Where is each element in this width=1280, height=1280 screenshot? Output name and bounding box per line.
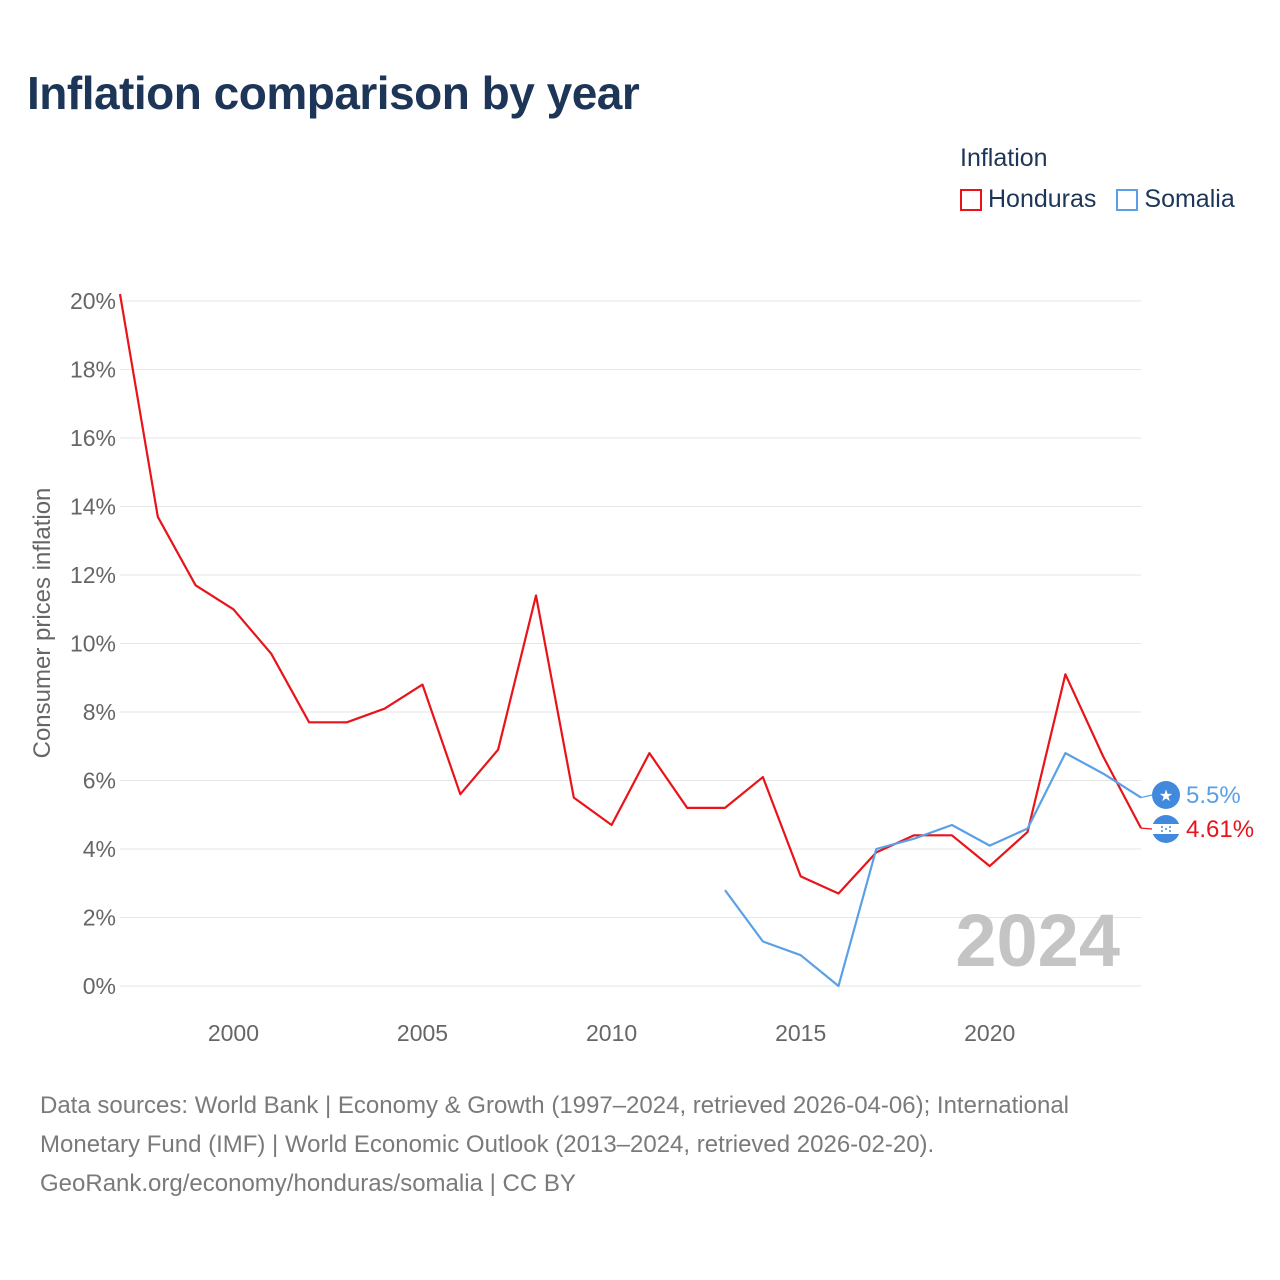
y-tick-label: 10% xyxy=(70,631,116,657)
series-line-somalia xyxy=(724,751,1142,988)
footer-credit: GeoRank.org/economy/honduras/somalia | C… xyxy=(40,1170,576,1197)
series-lines xyxy=(118,293,1142,988)
y-tick-label: 4% xyxy=(83,836,116,862)
y-tick-label: 20% xyxy=(70,288,116,314)
x-tick-label: 2005 xyxy=(397,1020,448,1046)
end-markers: ★ 5.5% 4.61% xyxy=(1140,781,1254,843)
page-title: Inflation comparison by year xyxy=(27,67,640,119)
x-tick-label: 2000 xyxy=(208,1020,259,1046)
legend-label-somalia: Somalia xyxy=(1144,185,1235,213)
legend-item-honduras[interactable]: Honduras xyxy=(960,185,1096,214)
x-tick-label: 2015 xyxy=(775,1020,826,1046)
y-tick-label: 0% xyxy=(83,973,116,999)
x-tick-label: 2020 xyxy=(964,1020,1015,1046)
gridlines xyxy=(120,300,1141,987)
end-label-honduras: 4.61% xyxy=(1186,816,1254,843)
x-axis-ticks: 2000 2005 2010 2015 2020 xyxy=(208,1020,1015,1046)
x-tick-label: 2010 xyxy=(586,1020,637,1046)
y-axis-ticks: 0% 2% 4% 6% 8% 10% 12% 14% 16% 18% 20% xyxy=(70,288,116,999)
honduras-flag-icon xyxy=(1152,815,1180,843)
legend-title: Inflation xyxy=(960,144,1048,172)
y-tick-label: 16% xyxy=(70,425,116,451)
y-axis-label: Consumer prices inflation xyxy=(29,488,56,759)
year-watermark: 2024 xyxy=(955,899,1120,982)
footer-sources: Data sources: World Bank | Economy & Gro… xyxy=(40,1092,1070,1119)
series-line-honduras xyxy=(118,293,1142,895)
legend-swatch-somalia xyxy=(1116,188,1139,211)
flag-star-dot xyxy=(1169,826,1171,828)
y-tick-label: 14% xyxy=(70,494,116,520)
legend-swatch-honduras xyxy=(960,188,982,211)
somalia-flag-icon: ★ xyxy=(1152,781,1180,809)
end-connector-honduras xyxy=(1140,827,1153,830)
end-connector-somalia xyxy=(1140,794,1153,799)
legend-item-somalia[interactable]: Somalia xyxy=(1116,185,1235,214)
flag-star-dot xyxy=(1169,830,1171,832)
y-tick-label: 6% xyxy=(83,768,116,794)
legend: Inflation Honduras Somalia xyxy=(960,144,1235,214)
flag-star-dot xyxy=(1165,828,1167,830)
footer: Data sources: World Bank | Economy & Gro… xyxy=(40,1086,1220,1203)
legend-label-honduras: Honduras xyxy=(988,185,1097,213)
flag-star-dot xyxy=(1161,826,1163,828)
y-tick-label: 2% xyxy=(83,905,116,931)
end-label-somalia: 5.5% xyxy=(1186,782,1241,809)
footer-sources-cont: Monetary Fund (IMF) | World Economic Out… xyxy=(40,1131,935,1158)
y-tick-label: 12% xyxy=(70,562,116,588)
y-tick-label: 18% xyxy=(70,357,116,383)
flag-star-dot xyxy=(1161,830,1163,832)
flag-circle xyxy=(1152,781,1180,809)
star-icon: ★ xyxy=(1159,786,1173,805)
y-tick-label: 8% xyxy=(83,699,116,725)
